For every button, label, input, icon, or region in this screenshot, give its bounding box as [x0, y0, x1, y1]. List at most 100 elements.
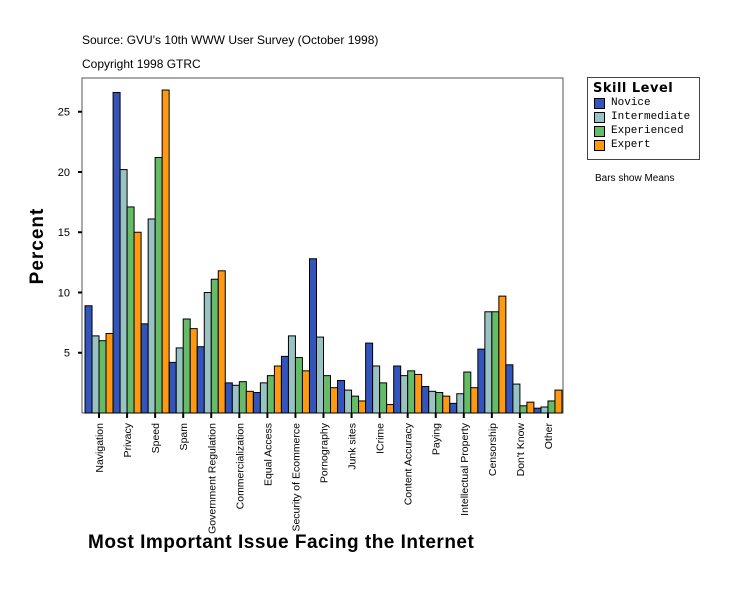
bar-experienced [379, 382, 388, 414]
bar-expert [358, 400, 367, 414]
bar-novice [140, 323, 149, 414]
bar-expert [301, 370, 310, 414]
legend-swatch [594, 139, 605, 151]
x-tick-label: Content Accuracy [403, 422, 415, 505]
bar-novice [337, 379, 346, 414]
bar-intermediate [484, 311, 493, 414]
x-tick-label: Navigation [94, 423, 106, 473]
bar-intermediate [259, 382, 268, 414]
bar-intermediate [456, 393, 465, 414]
bar-novice [84, 305, 93, 414]
y-tick-label: 15 [58, 227, 70, 239]
bar-experienced [182, 318, 191, 414]
x-tick-label: Commercialization [234, 423, 246, 510]
x-tick-label: Privacy [122, 422, 134, 457]
bar-intermediate [316, 336, 324, 414]
bar-intermediate [512, 383, 521, 414]
bar-expert [414, 373, 423, 414]
x-tick-label: Pornography [319, 422, 331, 483]
note-text: Bars show Means [595, 173, 675, 184]
bar-experienced [407, 370, 416, 414]
legend-item: Novice [594, 96, 699, 110]
x-tick-label: Speed [150, 423, 162, 454]
bar-intermediate [372, 365, 381, 414]
bar-experienced [547, 400, 556, 414]
legend-label: Intermediate [611, 111, 691, 123]
y-tick-label: 25 [58, 107, 70, 119]
copyright-text: Copyright 1998 GTRC [82, 57, 201, 71]
bar-intermediate [119, 169, 128, 414]
bar-experienced [519, 405, 528, 414]
bar-expert [189, 328, 198, 414]
x-tick-label: Intellectual Property [459, 422, 471, 516]
bar-intermediate [231, 384, 240, 414]
bar-experienced [98, 340, 107, 414]
bar-expert [386, 404, 395, 414]
bar-experienced [323, 375, 331, 414]
bar-expert [526, 401, 535, 414]
bar-expert [498, 295, 507, 414]
legend-swatch [594, 111, 605, 123]
bar-novice [477, 348, 486, 414]
bar-novice [421, 385, 430, 414]
x-tick-label: Spam [178, 423, 190, 451]
bar-intermediate [203, 291, 212, 414]
y-tick-label: 10 [58, 287, 70, 299]
y-tick-label: 20 [58, 167, 70, 179]
x-tick-label: Censorship [487, 423, 499, 476]
bar-novice [365, 342, 374, 414]
legend-item: Experienced [594, 124, 699, 138]
bar-novice [168, 361, 177, 414]
bar-intermediate [91, 335, 100, 414]
source-text: Source: GVU's 10th WWW User Survey (Octo… [82, 33, 379, 47]
bar-experienced [435, 392, 444, 414]
y-tick-label: 5 [64, 348, 70, 360]
bar-expert [105, 332, 114, 414]
bar-novice [393, 365, 402, 414]
x-axis-label: Most Important Issue Facing the Internet [88, 532, 475, 553]
bar-expert [245, 390, 254, 414]
bar-expert [161, 89, 170, 414]
bar-intermediate [400, 375, 409, 414]
bar-experienced [463, 371, 472, 414]
bar-experienced [351, 395, 360, 414]
bar-intermediate [147, 218, 156, 414]
bar-expert [554, 389, 563, 414]
bar-novice [252, 392, 261, 414]
bar-experienced [266, 375, 275, 414]
bar-intermediate [344, 389, 353, 414]
x-tick-label: Security of Ecommerce [290, 423, 302, 532]
bar-experienced [210, 278, 219, 414]
legend-label: Experienced [611, 125, 684, 137]
bar-expert [470, 387, 479, 414]
legend-label: Novice [611, 97, 651, 109]
x-tick-label: Don't Know [515, 423, 527, 477]
bar-expert [217, 270, 226, 414]
bar-novice [533, 407, 542, 414]
bar-novice [196, 346, 205, 414]
legend-swatch [594, 97, 605, 109]
legend-item: Intermediate [594, 110, 699, 124]
bar-intermediate [287, 335, 296, 414]
x-tick-label: ICrime [375, 423, 387, 454]
legend-item: Expert [594, 138, 699, 152]
bar-novice [309, 258, 317, 414]
bar-expert [442, 395, 451, 414]
bar-experienced [126, 206, 135, 414]
bar-novice [280, 355, 289, 414]
bar-experienced [238, 381, 247, 414]
bar-expert [133, 231, 142, 414]
bar-experienced [154, 157, 163, 414]
legend-title: Skill Level [593, 81, 674, 96]
bar-expert [330, 387, 338, 414]
x-tick-label: Other [543, 423, 555, 450]
bar-expert [273, 365, 282, 414]
bar-novice [112, 91, 121, 414]
bar-experienced [294, 357, 303, 414]
x-tick-label: Junk sites [347, 423, 359, 470]
bar-novice [449, 402, 458, 414]
x-tick-label: Equal Access [262, 423, 274, 486]
bar-experienced [491, 311, 500, 414]
